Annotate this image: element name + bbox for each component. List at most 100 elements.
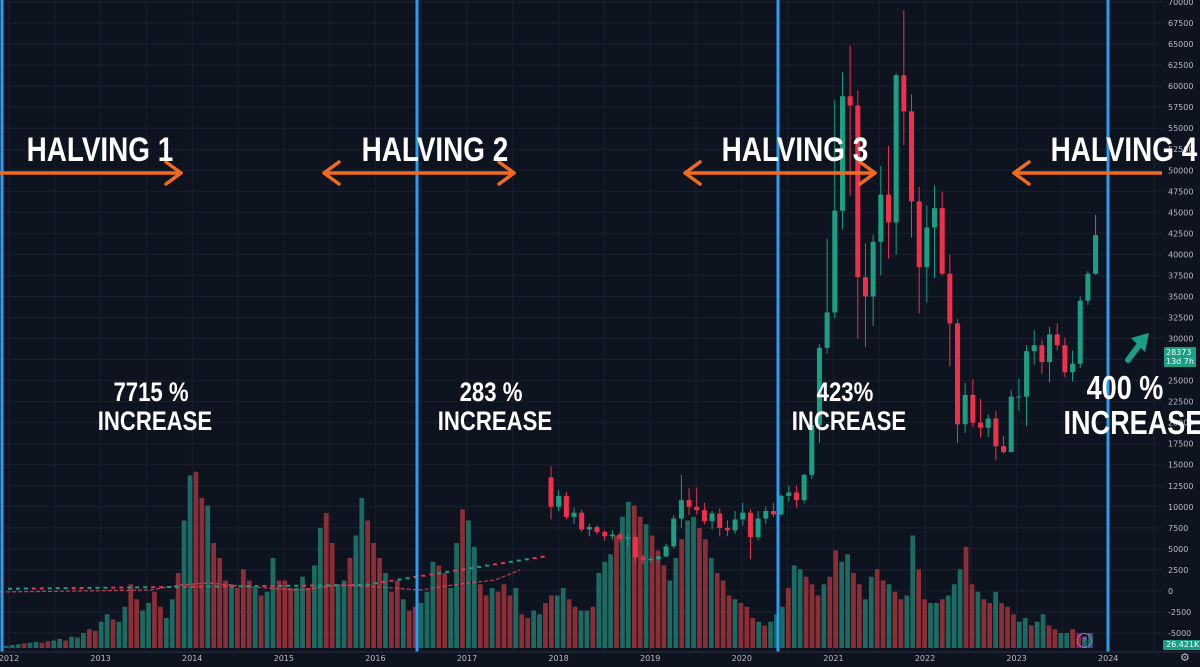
halving-lines [0, 0, 1110, 667]
gear-icon[interactable]: ⚙ [1180, 651, 1190, 664]
candle-body [862, 277, 868, 297]
volume-bar [655, 550, 661, 648]
volume-bar [1058, 633, 1064, 648]
volume-bar [833, 550, 839, 648]
volume-bar [158, 606, 163, 648]
price-tick-label: 40000 [1168, 250, 1193, 259]
price-tick-label: 37500 [1168, 271, 1193, 280]
candle-body [461, 568, 466, 571]
volume-bar [957, 569, 963, 648]
time-tick-label: 2013 [90, 654, 110, 663]
candle-body [373, 582, 378, 585]
volume-bar [939, 599, 945, 648]
volume-bar [21, 643, 27, 648]
time-tick-label: 2015 [274, 654, 294, 663]
candle-body [640, 557, 646, 560]
candle-body [970, 394, 976, 423]
countdown-value: 13d 7h [1166, 357, 1194, 366]
volume-bar [199, 498, 205, 648]
candle-body [357, 584, 362, 587]
candle-body [1077, 300, 1083, 364]
volume-bar [418, 603, 424, 648]
candle-body [31, 587, 36, 590]
candle-body [717, 513, 723, 528]
volume-bar [400, 599, 406, 648]
volume-bar [620, 516, 625, 648]
candle-body [389, 579, 394, 582]
volume-bar [371, 543, 377, 648]
time-tick-label: 2022 [915, 654, 935, 663]
candle-body [924, 227, 930, 268]
volume-bar [827, 576, 833, 648]
candle-body [326, 584, 330, 587]
volume-bar [1052, 629, 1058, 648]
candle-body [190, 585, 195, 588]
price-tick-label: 2500 [1168, 566, 1188, 575]
candle-body [1031, 345, 1037, 352]
volume-bar [57, 639, 63, 648]
candle-body [127, 586, 132, 589]
lightning-icon[interactable]: ⚡ [1077, 633, 1092, 648]
volume-bar [602, 561, 608, 648]
candle-body [832, 210, 838, 313]
volume-bar [934, 603, 939, 648]
candle-body [1093, 235, 1099, 274]
candle-body [167, 586, 171, 589]
volume-bar [122, 606, 128, 648]
volume-bar [703, 539, 708, 648]
volume-bar [294, 588, 299, 648]
increase-4-label: 400 % INCREASE ? [1064, 370, 1200, 440]
price-axis[interactable]: -5000 -2500 0 2500 5000 7500 10000 12500 15000 17… [1162, 0, 1200, 667]
candlesticks [8, 10, 1099, 590]
increase-3-percent: 423% [816, 377, 874, 407]
candle-body [586, 526, 592, 530]
volume-bar [963, 546, 969, 648]
arrow-head-left [322, 160, 341, 186]
candle-body [174, 585, 179, 588]
volume-bar [454, 543, 459, 648]
volume-bar [1028, 625, 1034, 648]
volume-bar [288, 588, 294, 648]
candle-body [47, 587, 52, 590]
volume-bar [928, 603, 933, 648]
volume-bar [531, 610, 536, 648]
candle-body [262, 585, 267, 588]
volume-bar [880, 580, 886, 648]
candle-body [405, 577, 410, 580]
candle-body [609, 534, 615, 537]
candle-body [671, 518, 677, 547]
candle-body [847, 96, 853, 106]
volume-bar [1070, 629, 1076, 648]
volume-bar [596, 573, 602, 648]
volume-bar [187, 475, 193, 648]
volume-bar [643, 524, 649, 648]
time-axis[interactable]: 2012 2013 2014 2015 2016 2017 2018 2019 2020 2021… [0, 651, 1200, 667]
volume-bar [276, 580, 282, 648]
candle-body [932, 208, 937, 228]
arrow-head-left [683, 160, 702, 186]
candle-body [445, 570, 450, 573]
volume-bar [353, 535, 359, 648]
volume-bar [424, 591, 430, 648]
volume-bar [383, 573, 388, 648]
volume-bar [631, 505, 637, 648]
volume-bar [892, 591, 898, 648]
volume-bar [608, 554, 613, 648]
price-tick-label: 70000 [1168, 0, 1193, 7]
volume-bar [116, 621, 122, 648]
volume-bar [857, 584, 862, 648]
volume-bar [477, 584, 483, 648]
time-tick-label: 2023 [1006, 654, 1026, 663]
increase-1-word: INCREASE [97, 406, 213, 436]
candle-body [151, 586, 156, 589]
volume-bar [661, 565, 667, 648]
volume-bar [543, 603, 548, 648]
volume-bar [341, 580, 347, 648]
candle-body [955, 323, 961, 425]
price-tick-label: 42500 [1168, 229, 1193, 238]
volume-bar [193, 471, 199, 648]
volume-bar [460, 509, 465, 648]
price-tick-label: 55000 [1168, 124, 1193, 133]
time-tick-label: 2020 [732, 654, 752, 663]
